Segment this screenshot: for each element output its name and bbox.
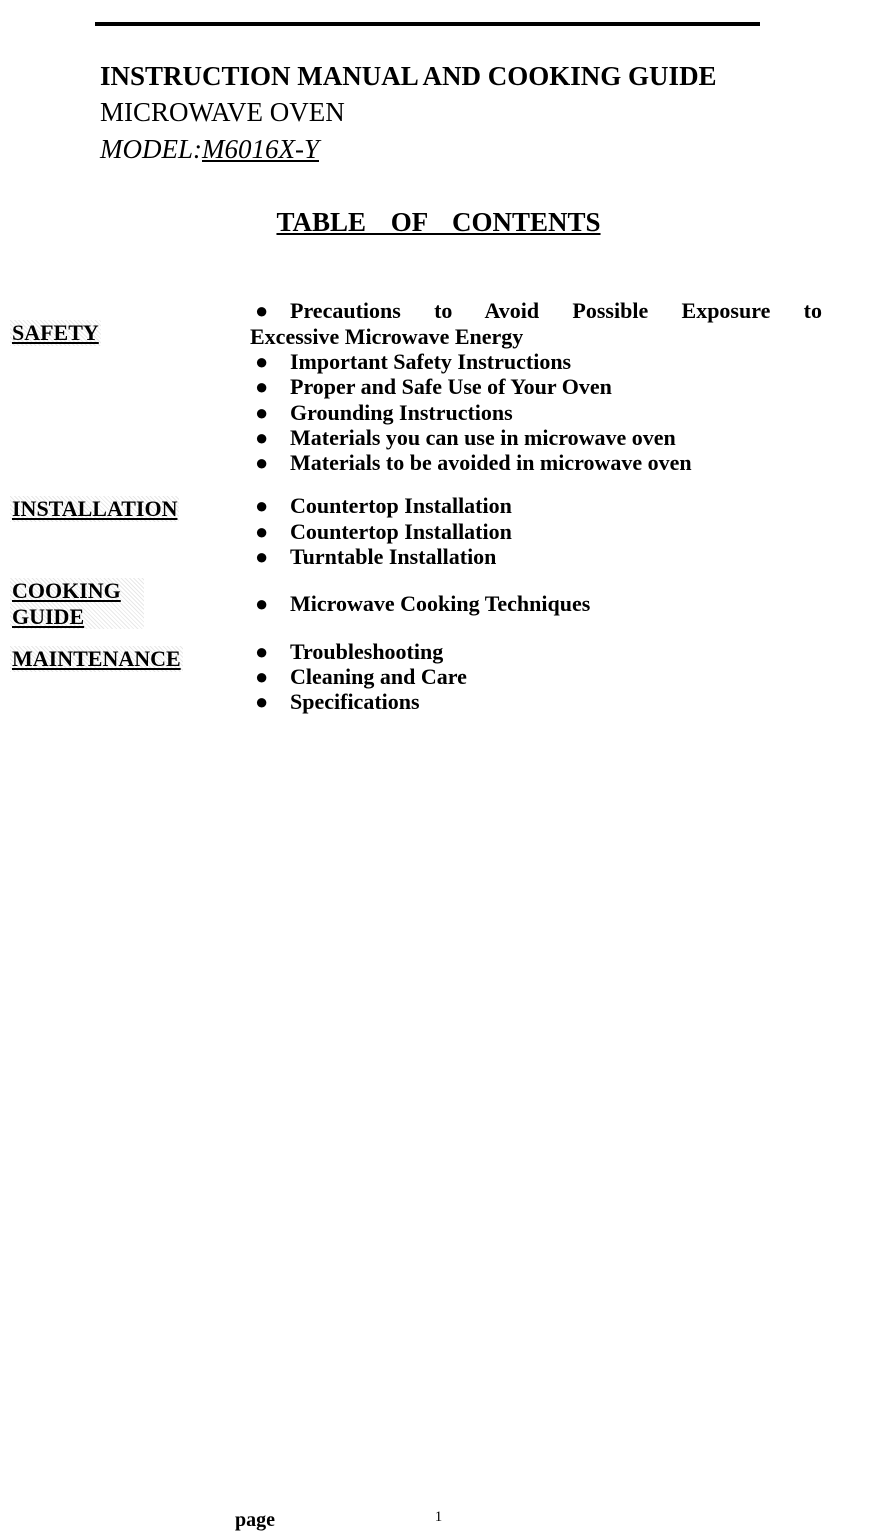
toc-group-installation: ● Countertop Installation ● Countertop Ins… — [250, 493, 830, 569]
bullet-icon: ● — [255, 519, 268, 544]
bullet-icon: ● — [255, 639, 268, 664]
toc-item: ● Materials you can use in microwave oven — [250, 425, 830, 450]
toc-item: ● Microwave Cooking Techniques — [250, 591, 830, 616]
model-number: M6016X-Y — [202, 134, 319, 164]
bullet-icon: ● — [255, 591, 268, 616]
toc-item: ● Precautions to Avoid Possible Exposure… — [250, 298, 830, 323]
bullet-icon: ● — [255, 349, 268, 374]
toc-heading: TABLE OF CONTENTS — [0, 207, 877, 238]
section-label-safety: SAFETY — [10, 320, 101, 345]
toc-item: ● Important Safety Instructions — [250, 349, 830, 374]
toc-item: ● Grounding Instructions — [250, 400, 830, 425]
toc-group-maintenance: ● Troubleshooting ● Cleaning and Care ● Spe… — [250, 639, 830, 715]
toc-items-column: ● Precautions to Avoid Possible Exposure… — [250, 298, 830, 714]
bullet-icon: ● — [255, 493, 268, 518]
toc-item-text: Cleaning and Care — [290, 664, 467, 689]
toc-item-text: Important Safety Instructions — [290, 349, 571, 374]
model-line: MODEL:M6016X-Y — [100, 131, 760, 167]
bullet-icon: ● — [255, 425, 268, 450]
footer-page-label: page — [235, 1509, 275, 1532]
bullet-icon: ● — [255, 689, 268, 714]
toc-item-text: Countertop Installation — [290, 519, 512, 544]
toc-item: ● Specifications — [250, 689, 830, 714]
toc-item: ● Cleaning and Care — [250, 664, 830, 689]
toc-item-text: Materials you can use in microwave oven — [290, 425, 676, 450]
bullet-icon: ● — [255, 450, 268, 475]
model-label: MODEL: — [100, 134, 202, 164]
bullet-icon: ● — [255, 374, 268, 399]
toc-item: ● Troubleshooting — [250, 639, 830, 664]
toc-item: ● Materials to be avoided in microwave ov… — [250, 450, 830, 475]
toc-body: SAFETY INSTALLATION COOKING GUIDE MAINTE… — [0, 298, 877, 714]
product-subtitle: MICROWAVE OVEN — [100, 94, 760, 130]
section-label-installation: INSTALLATION — [10, 496, 179, 521]
bullet-icon: ● — [255, 298, 268, 323]
toc-group-cooking-guide: ● Microwave Cooking Techniques — [250, 591, 830, 616]
toc-item-continuation: Excessive Microwave Energy — [250, 324, 830, 349]
toc-item: ● Proper and Safe Use of Your Oven — [250, 374, 830, 399]
footer-page-number: 1 — [435, 1509, 443, 1526]
toc-item-text: Grounding Instructions — [290, 400, 513, 425]
document-header: INSTRUCTION MANUAL AND COOKING GUIDE MIC… — [100, 58, 760, 167]
toc-item-text: Proper and Safe Use of Your Oven — [290, 374, 612, 399]
section-label-maintenance: MAINTENANCE — [10, 646, 183, 671]
top-horizontal-rule — [95, 22, 760, 26]
toc-item-text: Precautions to Avoid Possible Exposure t… — [290, 298, 822, 323]
toc-item-text: Countertop Installation — [290, 493, 512, 518]
bullet-icon: ● — [255, 664, 268, 689]
bullet-icon: ● — [255, 544, 268, 569]
toc-item-text: Microwave Cooking Techniques — [290, 591, 590, 616]
toc-item-text: Specifications — [290, 689, 420, 714]
toc-item: ● Countertop Installation — [250, 493, 830, 518]
section-label-cooking-guide: COOKING GUIDE — [10, 578, 144, 629]
manual-title: INSTRUCTION MANUAL AND COOKING GUIDE — [100, 58, 760, 94]
toc-item: ● Turntable Installation — [250, 544, 830, 569]
toc-group-safety: ● Precautions to Avoid Possible Exposure… — [250, 298, 830, 475]
toc-item-text: Troubleshooting — [290, 639, 443, 664]
toc-item: ● Countertop Installation — [250, 519, 830, 544]
document-page: INSTRUCTION MANUAL AND COOKING GUIDE MIC… — [0, 0, 877, 1535]
bullet-icon: ● — [255, 400, 268, 425]
toc-item-text: Materials to be avoided in microwave ove… — [290, 450, 692, 475]
toc-item-text: Turntable Installation — [290, 544, 496, 569]
